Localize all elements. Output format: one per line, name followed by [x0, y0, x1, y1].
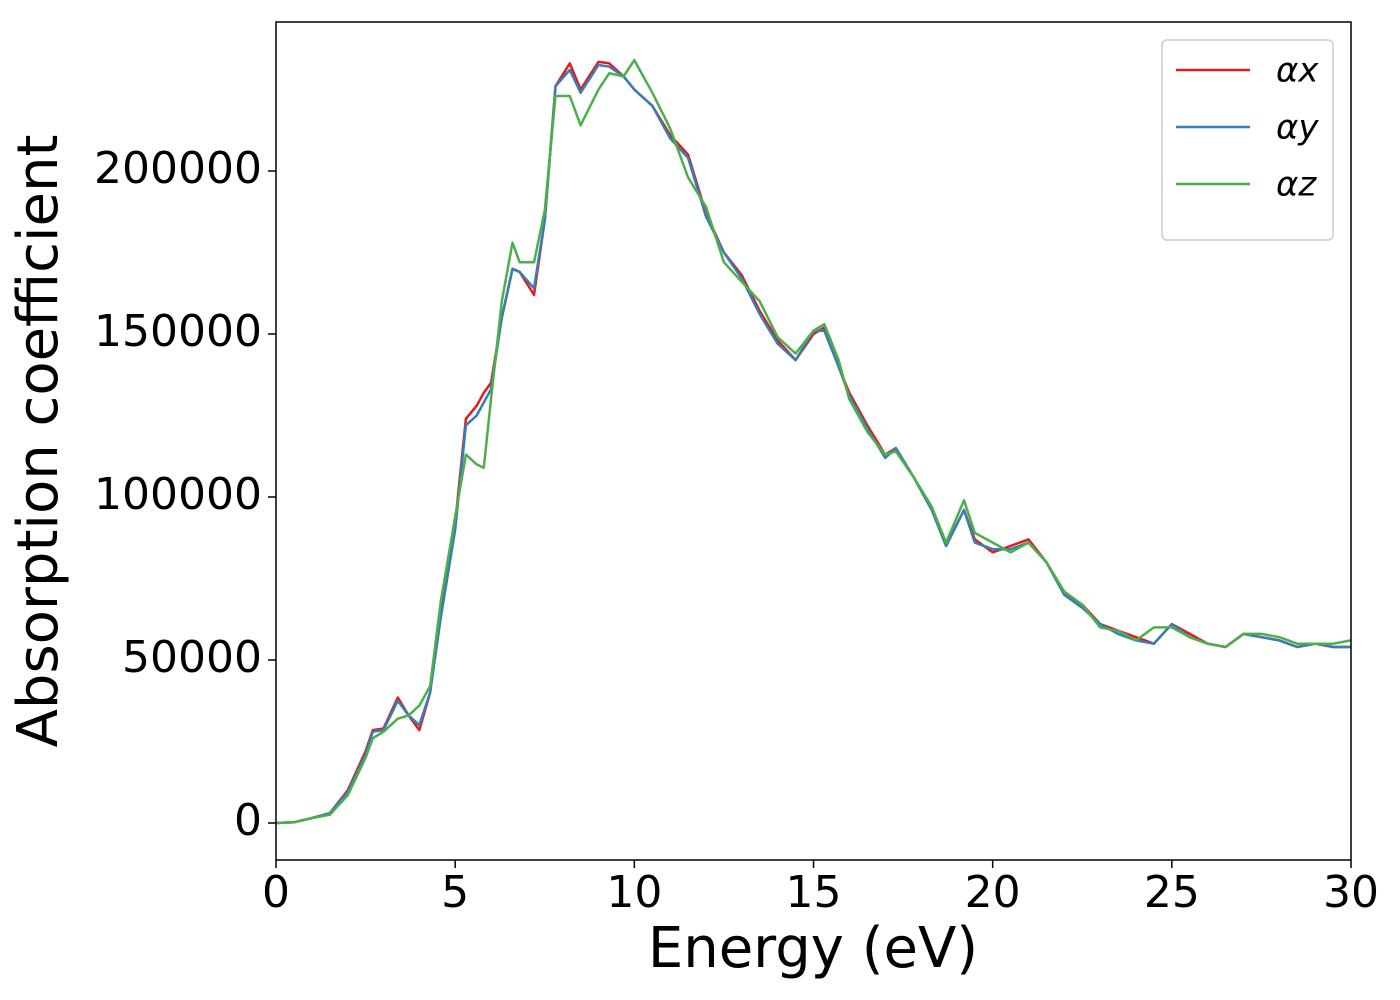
legend-label: αy — [1276, 108, 1319, 148]
x-tick-label: 25 — [1144, 867, 1200, 918]
y-tick-label: 50000 — [122, 632, 262, 683]
x-tick-label: 10 — [606, 867, 662, 918]
y-axis-label: Absorption coefficient — [6, 135, 71, 748]
x-axis-label: Energy (eV) — [648, 916, 978, 981]
y-tick-label: 100000 — [94, 469, 262, 520]
x-tick-label: 30 — [1323, 867, 1379, 918]
plot-frame — [275, 21, 1352, 861]
x-tick-label: 20 — [965, 867, 1021, 918]
x-tick-label: 0 — [262, 867, 290, 918]
legend-box — [1161, 39, 1334, 241]
legend-label: αx — [1276, 51, 1319, 91]
series-line — [276, 63, 1351, 825]
series-line — [276, 58, 1351, 825]
y-tick-label: 0 — [234, 795, 262, 846]
x-tick-label: 15 — [786, 867, 842, 918]
y-tick-label: 150000 — [94, 306, 262, 357]
y-tick-label: 200000 — [94, 143, 262, 194]
legend-label: αz — [1276, 165, 1317, 205]
x-tick-label: 5 — [441, 867, 469, 918]
